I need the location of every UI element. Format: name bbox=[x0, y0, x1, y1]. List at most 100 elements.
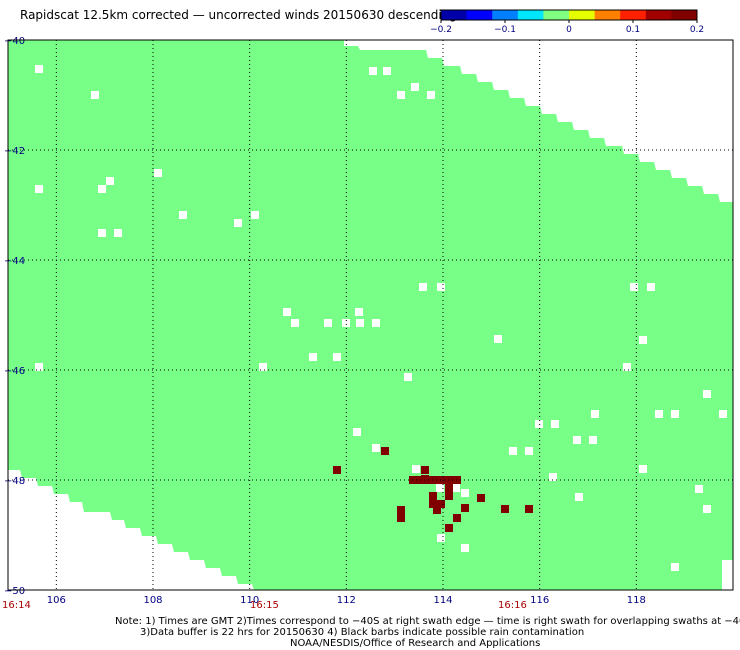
rain-pixel bbox=[381, 447, 389, 455]
no-data-pixel bbox=[251, 211, 259, 219]
latitude-label: −50 bbox=[4, 586, 25, 597]
rain-pixel bbox=[421, 466, 429, 474]
no-data-pixel bbox=[342, 319, 350, 327]
no-data-pixel bbox=[695, 485, 703, 493]
rain-pixel bbox=[445, 524, 453, 532]
no-data-pixel bbox=[259, 363, 267, 371]
no-data-pixel bbox=[719, 410, 727, 418]
wind-difference-map: 106 108 110 112 114 116 118 −40 −42 −44 −46 −48 −50 1… bbox=[2, 36, 734, 611]
no-data-pixel bbox=[655, 410, 663, 418]
colorbar-tick-label: 0 bbox=[566, 25, 572, 35]
no-data-pixel bbox=[106, 177, 114, 185]
no-data-pixel bbox=[91, 91, 99, 99]
no-data-pixel bbox=[671, 563, 679, 571]
map-title: Rapidscat 12.5km corrected — uncorrected… bbox=[20, 8, 457, 22]
no-data-pixel bbox=[179, 211, 187, 219]
no-data-pixel bbox=[573, 436, 581, 444]
no-data-region bbox=[8, 470, 254, 590]
no-data-region bbox=[344, 40, 733, 202]
latitude-label: −40 bbox=[4, 36, 25, 47]
rain-pixel bbox=[477, 494, 485, 502]
no-data-pixel bbox=[383, 67, 391, 75]
no-data-pixel bbox=[436, 484, 444, 492]
latitude-label: −48 bbox=[4, 476, 25, 487]
no-data-pixel bbox=[114, 229, 122, 237]
rain-pixel bbox=[501, 505, 509, 513]
colorbar-segment bbox=[441, 10, 468, 20]
no-data-pixel bbox=[437, 534, 445, 542]
no-data-pixel bbox=[372, 319, 380, 327]
no-data-pixel bbox=[437, 283, 445, 291]
colorbar: −0.2 −0.1 0 0.1 0.2 bbox=[430, 9, 704, 35]
no-data-pixel bbox=[639, 465, 647, 473]
no-data-pixel bbox=[412, 465, 420, 473]
no-data-pixel bbox=[703, 505, 711, 513]
no-data-pixel bbox=[525, 447, 533, 455]
no-data-pixel bbox=[623, 73, 631, 81]
no-data-pixel bbox=[427, 91, 435, 99]
no-data-pixel bbox=[591, 410, 599, 418]
no-data-pixel bbox=[355, 308, 363, 316]
rain-pixel bbox=[397, 506, 405, 514]
no-data-pixel bbox=[291, 319, 299, 327]
no-data-pixel bbox=[461, 544, 469, 552]
no-data-pixel bbox=[356, 319, 364, 327]
no-data-pixel bbox=[98, 185, 106, 193]
no-data-pixel bbox=[283, 308, 291, 316]
rain-pixel bbox=[525, 505, 533, 513]
no-data-pixel bbox=[703, 390, 711, 398]
no-data-pixel bbox=[589, 436, 597, 444]
no-data-pixel bbox=[98, 229, 106, 237]
no-data-pixel bbox=[494, 335, 502, 343]
longitude-label: 112 bbox=[337, 595, 356, 606]
colorbar-segment bbox=[645, 10, 672, 20]
no-data-pixel bbox=[509, 447, 517, 455]
rain-pixel bbox=[429, 500, 437, 508]
colorbar-segment bbox=[620, 10, 647, 20]
no-data-pixel bbox=[411, 83, 419, 91]
colorbar-segment bbox=[569, 10, 596, 20]
no-data-pixel bbox=[397, 91, 405, 99]
no-data-pixel bbox=[549, 473, 557, 481]
swath-time-label: 16:14 bbox=[2, 600, 31, 611]
note-line-1: Note: 1) Times are GMT 2)Times correspon… bbox=[115, 616, 740, 627]
latitude-label: −46 bbox=[4, 366, 25, 377]
no-data-pixel bbox=[630, 283, 638, 291]
no-data-pixel bbox=[404, 373, 412, 381]
colorbar-segment bbox=[594, 10, 621, 20]
note-line-2: 3)Data buffer is 22 hrs for 20150630 4) … bbox=[140, 627, 585, 638]
colorbar-tick-label: −0.1 bbox=[494, 25, 516, 35]
no-data-pixel bbox=[35, 65, 43, 73]
swath-time-label: 16:16 bbox=[498, 600, 527, 611]
colorbar-tick-label: 0.2 bbox=[690, 25, 704, 35]
colorbar-segment bbox=[492, 10, 519, 20]
colorbar-tick-label: −0.2 bbox=[430, 25, 452, 35]
no-data-pixel bbox=[324, 319, 332, 327]
no-data-pixel bbox=[353, 428, 361, 436]
longitude-label: 106 bbox=[47, 595, 66, 606]
rain-pixel bbox=[445, 492, 453, 500]
colorbar-tick-label: 0.1 bbox=[626, 25, 640, 35]
latitude-label: −44 bbox=[4, 256, 25, 267]
rain-pixel bbox=[429, 492, 437, 500]
rain-pixel bbox=[397, 514, 405, 522]
longitude-label: 118 bbox=[627, 595, 646, 606]
no-data-pixel bbox=[419, 283, 427, 291]
no-data-pixel bbox=[452, 484, 460, 492]
colorbar-segment bbox=[543, 10, 570, 20]
no-data-pixel bbox=[35, 185, 43, 193]
colorbar-segment bbox=[517, 10, 544, 20]
rain-pixel bbox=[453, 514, 461, 522]
latitude-label: −42 bbox=[4, 146, 25, 157]
no-data-pixel bbox=[671, 410, 679, 418]
rain-pixel bbox=[433, 506, 441, 514]
longitude-label: 108 bbox=[143, 595, 162, 606]
no-data-pixel bbox=[372, 444, 380, 452]
rain-pixel bbox=[437, 500, 445, 508]
rain-pixel bbox=[461, 504, 469, 512]
no-data-pixel bbox=[309, 353, 317, 361]
no-data-pixel bbox=[35, 363, 43, 371]
no-data-pixel bbox=[647, 283, 655, 291]
rain-pixel bbox=[333, 466, 341, 474]
no-data-pixel bbox=[575, 493, 583, 501]
